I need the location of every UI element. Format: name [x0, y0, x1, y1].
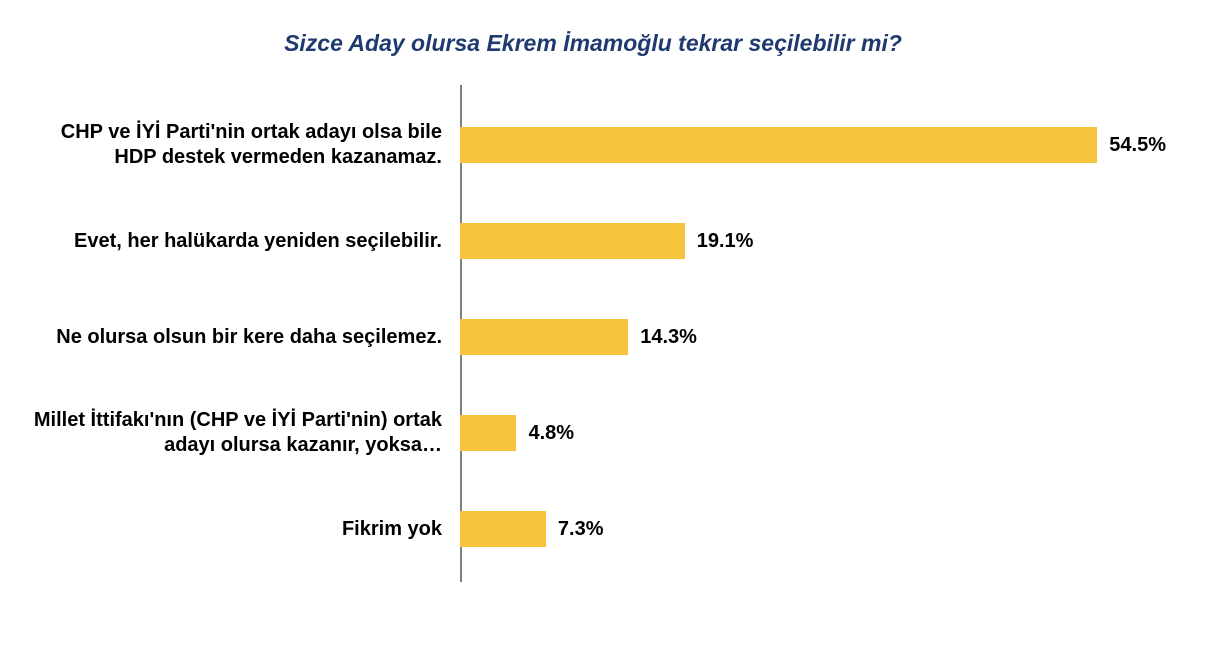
- y-axis-labels: CHP ve İYİ Parti'nin ortak adayı olsa bi…: [20, 97, 460, 577]
- category-label: Millet İttifakı'nın (CHP ve İYİ Parti'ni…: [20, 385, 442, 481]
- category-label: Fikrim yok: [20, 481, 442, 577]
- bar-value-label: 7.3%: [558, 518, 604, 541]
- bar-row: 14.3%: [460, 289, 1166, 385]
- category-label: Ne olursa olsun bir kere daha seçilemez.: [20, 289, 442, 385]
- bar: [460, 511, 546, 547]
- plot-area: 54.5% 19.1% 14.3% 4.8% 7.3%: [460, 97, 1166, 577]
- bar-value-label: 54.5%: [1109, 134, 1166, 157]
- bar-row: 54.5%: [460, 97, 1166, 193]
- bar: [460, 223, 685, 259]
- bar-row: 7.3%: [460, 481, 1166, 577]
- category-label: CHP ve İYİ Parti'nin ortak adayı olsa bi…: [20, 97, 442, 193]
- bar-row: 4.8%: [460, 385, 1166, 481]
- chart-body: CHP ve İYİ Parti'nin ortak adayı olsa bi…: [20, 97, 1166, 577]
- bar: [460, 415, 516, 451]
- category-label: Evet, her halükarda yeniden seçilebilir.: [20, 193, 442, 289]
- bar-value-label: 14.3%: [640, 326, 697, 349]
- chart-title: Sizce Aday olursa Ekrem İmamoğlu tekrar …: [20, 30, 1166, 57]
- bar-value-label: 4.8%: [528, 422, 574, 445]
- survey-bar-chart: Sizce Aday olursa Ekrem İmamoğlu tekrar …: [0, 0, 1206, 670]
- bar-row: 19.1%: [460, 193, 1166, 289]
- bar: [460, 319, 628, 355]
- bar: [460, 127, 1097, 163]
- bar-value-label: 19.1%: [697, 230, 754, 253]
